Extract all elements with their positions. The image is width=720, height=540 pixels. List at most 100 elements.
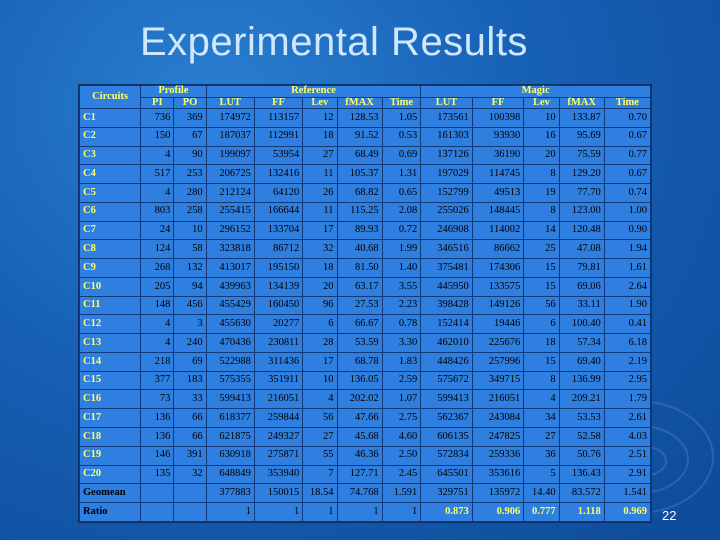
geomean-cell: 83.572 [558,483,605,504]
table-cell: 0.90 [603,220,652,241]
table-cell: 0.77 [603,145,652,166]
table-cell: 517 [140,164,175,185]
table-cell: 133704 [253,220,304,241]
table-cell: 47.66 [336,408,383,429]
circuit-label: C5 [78,183,142,203]
table-row: C14 218 69 522988 311436 17 68.78 1.83 448426 257… [78,351,652,372]
table-cell: 1.94 [603,239,652,260]
table-cell: 195150 [253,258,304,278]
table-cell: 0.69 [381,145,422,166]
table-cell: 439963 [205,276,255,297]
table-cell: 4 [140,333,175,353]
table-cell: 53.53 [558,408,605,429]
geomean-cell: 135972 [471,483,525,504]
table-cell: 20 [302,276,338,297]
page-number: 22 [662,508,677,523]
circuit-label: C1 [78,108,142,128]
table-cell: 146 [140,445,175,466]
table-cell: 455630 [205,314,255,335]
table-cell: 247825 [471,427,525,447]
table-cell: 275871 [253,445,304,466]
table-cell: 7 [302,464,338,485]
table-cell: 349715 [471,370,525,391]
table-cell: 66.67 [336,314,383,335]
table-row: C12 4 3 455630 20277 6 66.67 0.78 152414 19446 6 10… [78,314,652,335]
table-cell: 161303 [420,126,473,147]
table-row: C1 736 369 174972 113157 12 128.53 1.05 173561 10… [78,108,652,128]
table-cell: 66 [173,408,207,429]
table-cell: 202.02 [336,389,383,410]
table-cell: 4 [140,145,175,166]
table-cell: 0.65 [381,183,422,203]
table-cell: 230811 [253,333,304,353]
table-cell: 0.67 [603,164,652,185]
table-cell: 166644 [253,201,304,222]
circuit-label: C12 [78,314,142,335]
table-cell: 1.05 [381,108,422,128]
table-cell: 2.75 [381,408,422,429]
table-cell: 91.52 [336,126,383,147]
table-cell: 94 [173,276,207,297]
table-cell: 56 [302,408,338,429]
column-header: Lev [302,96,338,109]
ratio-cell: 0.906 [471,502,525,522]
table-cell: 2.23 [381,295,422,316]
table-cell: 803 [140,201,175,222]
table-cell: 52.58 [558,427,605,447]
table-cell: 27.53 [336,295,383,316]
table-cell: 280 [173,183,207,203]
profile-header: Profile [140,85,207,98]
table-cell: 8 [523,201,560,222]
table-cell: 79.81 [558,258,605,278]
table-cell: 75.59 [558,145,605,166]
table-cell: 259336 [471,445,525,466]
table-cell: 36 [523,445,560,466]
circuit-label: C7 [78,220,142,241]
table-cell: 134139 [253,276,304,297]
table-cell: 69 [173,351,207,372]
table-cell: 205 [140,276,175,297]
table-cell: 132416 [253,164,304,185]
ratio-cell: 0.777 [523,502,560,522]
table-cell: 66 [173,427,207,447]
table-cell: 50.76 [558,445,605,466]
table-cell: 86662 [471,239,525,260]
table-cell: 522988 [205,351,255,372]
circuit-label: C10 [78,276,142,297]
table-cell: 46.36 [336,445,383,466]
table-row: C5 4 280 212124 64120 26 68.82 0.65 152799 49513 1… [78,183,652,203]
table-cell: 40.68 [336,239,383,260]
table-cell: 212124 [205,183,255,203]
table-cell: 152414 [420,314,473,335]
table-cell: 33.11 [558,295,605,316]
table-cell: 4 [523,389,560,410]
geomean-cell: 1.541 [603,483,652,504]
table-cell: 89.93 [336,220,383,241]
circuit-label: C11 [78,295,142,316]
ratio-cell: 1 [205,502,255,522]
table-cell: 2.95 [603,370,652,391]
table-row: C13 4 240 470436 230811 28 53.59 3.30 462010 2256… [78,333,652,353]
table-cell: 257996 [471,351,525,372]
ratio-cell: 0.873 [420,502,473,522]
table-cell: 17 [302,351,338,372]
circuit-label: C6 [78,201,142,222]
table-cell: 47.08 [558,239,605,260]
table-cell: 0.70 [603,108,652,128]
table-cell: 129.20 [558,164,605,185]
table-cell: 246908 [420,220,473,241]
table-cell: 448426 [420,351,473,372]
table-cell: 148445 [471,201,525,222]
ratio-cell: 1 [302,502,338,522]
table-cell: 114002 [471,220,525,241]
table-cell: 311436 [253,351,304,372]
table-cell: 645501 [420,464,473,485]
table-row: C15 377 183 575355 351911 10 136.05 2.59 575672 3… [78,370,652,391]
table-cell: 2.91 [603,464,652,485]
column-header: FF [253,96,304,109]
table-cell: 150 [140,126,175,147]
table-cell: 268 [140,258,175,278]
circuit-label: C17 [78,408,142,429]
table-cell: 0.41 [603,314,652,335]
ratio-cell: 0.969 [603,502,652,522]
